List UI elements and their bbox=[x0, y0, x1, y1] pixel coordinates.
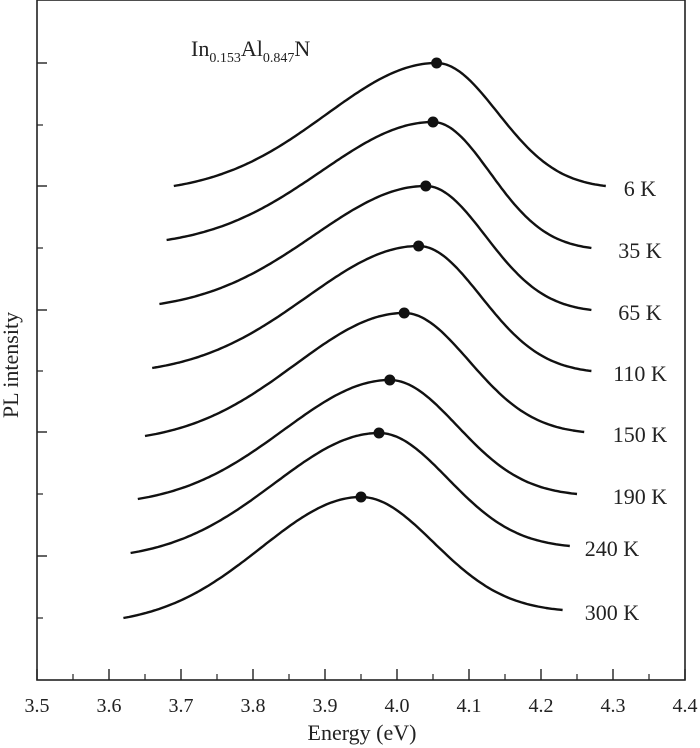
peak-marker bbox=[398, 307, 410, 319]
series-curve bbox=[123, 495, 563, 620]
peak-marker bbox=[413, 240, 425, 252]
series-label: 65 K bbox=[618, 300, 662, 325]
plot-frame bbox=[36, 0, 686, 681]
x-tick-label: 4.0 bbox=[385, 695, 410, 717]
series-curve bbox=[144, 311, 585, 438]
peak-marker bbox=[384, 374, 396, 386]
peak-marker bbox=[427, 116, 439, 128]
x-tick-label: 3.9 bbox=[313, 695, 338, 717]
series-curve bbox=[130, 431, 570, 555]
x-tick-label: 4.4 bbox=[673, 695, 698, 717]
series-curve bbox=[159, 184, 592, 312]
x-axis-title: Energy (eV) bbox=[308, 720, 417, 745]
x-tick-label: 3.6 bbox=[97, 695, 122, 717]
peak-marker bbox=[420, 180, 432, 192]
x-axis-ticks: 3.5 3.6 3.7 3.8 3.9 4.0 4.1 4.2 4.3 4.4 bbox=[25, 669, 698, 717]
sample-in-sub: 0.153 bbox=[209, 51, 241, 66]
x-tick-label: 4.2 bbox=[529, 695, 554, 717]
series-label: 110 K bbox=[613, 361, 667, 386]
x-tick-label: 3.8 bbox=[241, 695, 266, 717]
y-axis-ticks bbox=[37, 62, 47, 619]
sample-al: Al bbox=[241, 36, 263, 61]
y-axis-title: PL intensity bbox=[0, 312, 23, 418]
series-label: 6 K bbox=[624, 176, 657, 201]
x-tick-label: 3.7 bbox=[169, 695, 194, 717]
peak-marker bbox=[431, 57, 443, 69]
x-tick-label: 4.3 bbox=[601, 695, 626, 717]
series-curve bbox=[166, 120, 592, 250]
series-label: 240 K bbox=[585, 536, 640, 561]
series-labels: 6 K 35 K 65 K 110 K 150 K 190 K 240 K 300 K bbox=[585, 176, 668, 625]
series-curve bbox=[151, 244, 592, 373]
series-label: 35 K bbox=[618, 238, 662, 263]
peak-marker bbox=[373, 427, 385, 439]
sample-al-sub: 0.847 bbox=[263, 51, 295, 66]
x-tick-label: 3.5 bbox=[25, 695, 50, 717]
series-curve bbox=[173, 61, 606, 188]
series-curve bbox=[137, 378, 578, 501]
peak-markers bbox=[355, 57, 443, 503]
series-label: 150 K bbox=[613, 422, 668, 447]
sample-n: N bbox=[294, 36, 310, 61]
series-curves bbox=[123, 61, 606, 620]
x-tick-label: 4.1 bbox=[457, 695, 482, 717]
sample-in: In bbox=[191, 36, 209, 61]
sample-annotation: In0.153Al0.847N bbox=[191, 36, 310, 66]
series-label: 190 K bbox=[613, 484, 668, 509]
series-label: 300 K bbox=[585, 600, 640, 625]
peak-marker bbox=[355, 491, 367, 503]
